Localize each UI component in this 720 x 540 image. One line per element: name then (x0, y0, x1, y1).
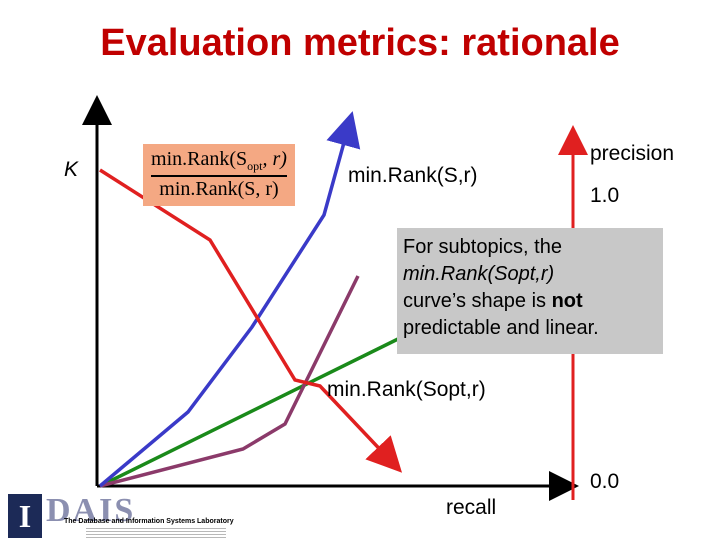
note-line-2: min.Rank(Sopt,r) (403, 263, 555, 285)
note-line-3: curve’s shape is not (403, 288, 657, 315)
precision-min-label: 0.0 (590, 470, 620, 493)
recall-label: recall (446, 496, 497, 519)
note-line-4: predictable and linear. (403, 317, 599, 339)
formula-numerator-text: min.Rank(S (151, 148, 248, 170)
green-curve (99, 336, 401, 488)
note-line-3-bold: not (551, 290, 583, 312)
logo-subtitle: The Database and Information Systems Lab… (64, 518, 234, 525)
note-line-1: For subtopics, the (403, 236, 562, 258)
logo-wordmark: DAIS (46, 492, 136, 529)
formula-numerator: min.Rank(Sopt, r) (143, 148, 295, 174)
formula-numerator-sub: opt (247, 159, 263, 173)
blue-curve (98, 111, 361, 488)
minrank-sopt-label: min.Rank(Sopt,r) (327, 378, 486, 401)
precision-label: precision (590, 142, 675, 165)
precision-max-label: 1.0 (590, 184, 620, 207)
k-label: K (64, 158, 79, 181)
logo-fine-print (86, 528, 226, 538)
dais-logo: I DAIS The Database and Information Syst… (8, 492, 238, 538)
purple-curve (99, 275, 360, 488)
red-curve (99, 168, 403, 473)
minrank-s-label: min.Rank(S,r) (348, 164, 478, 187)
formula-box: min.Rank(Sopt, r) min.Rank(S, r) (143, 144, 295, 206)
formula-numerator-tail: , r) (262, 148, 287, 170)
formula-fraction-bar (151, 175, 287, 177)
university-mark-icon: I (8, 494, 42, 538)
note-line-3-text: curve’s shape is (403, 290, 552, 312)
note-box: For subtopics, the min.Rank(Sopt,r) curv… (397, 228, 663, 354)
formula-denominator: min.Rank(S, r) (159, 178, 279, 200)
slide-title: Evaluation metrics: rationale (100, 22, 620, 64)
